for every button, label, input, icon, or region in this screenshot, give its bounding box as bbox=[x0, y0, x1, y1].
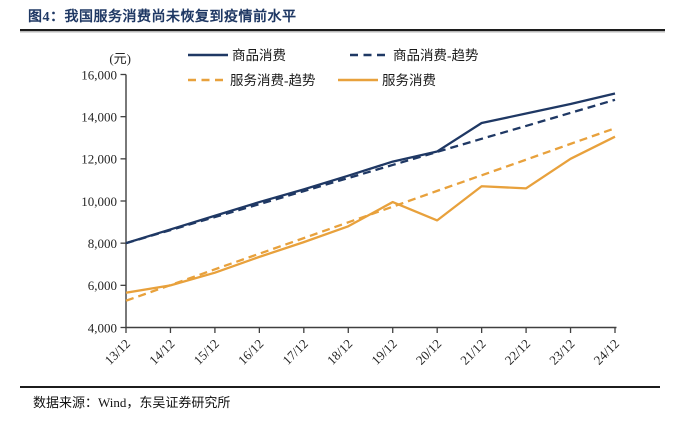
legend-label-goods: 商品消费 bbox=[232, 48, 286, 63]
y-tick-label: 12,000 bbox=[81, 152, 117, 167]
y-tick-label: 14,000 bbox=[81, 109, 117, 124]
y-axis-unit-label: (元) bbox=[109, 51, 131, 66]
y-tick-label: 6,000 bbox=[88, 278, 117, 293]
axes bbox=[125, 74, 617, 329]
goods_trend-line bbox=[125, 98, 616, 245]
x-tick-label: 16/12 bbox=[235, 336, 267, 368]
x-tick-label: 13/12 bbox=[102, 336, 134, 368]
figure-title: 图4：我国服务消费尚未恢复到疫情前水平 bbox=[28, 10, 297, 25]
data-source: 数据来源：Wind，东吴证券研究所 bbox=[33, 395, 231, 410]
title-divider bbox=[20, 29, 665, 31]
y-tick-label: 16,000 bbox=[81, 67, 117, 82]
goods-line bbox=[125, 92, 616, 245]
legend-label-services_trend: 服务消费-趋势 bbox=[230, 73, 316, 88]
x-tick-label: 18/12 bbox=[324, 336, 356, 368]
x-tick-label: 22/12 bbox=[502, 336, 534, 368]
x-tick-label: 23/12 bbox=[546, 336, 578, 368]
y-tick-label: 8,000 bbox=[88, 236, 117, 251]
services-line bbox=[125, 135, 616, 294]
x-tick-label: 20/12 bbox=[413, 336, 445, 368]
x-tick-label: 14/12 bbox=[146, 336, 178, 368]
x-tick-label: 24/12 bbox=[591, 336, 623, 368]
legend-label-goods_trend: 商品消费-趋势 bbox=[393, 48, 479, 63]
x-tick-label: 17/12 bbox=[279, 336, 311, 368]
y-tick-label: 10,000 bbox=[81, 194, 117, 209]
footer-divider bbox=[20, 386, 660, 388]
legend-label-services: 服务消费 bbox=[382, 73, 436, 88]
x-tick-label: 21/12 bbox=[457, 336, 489, 368]
x-tick-label: 19/12 bbox=[368, 336, 400, 368]
y-tick-label: 4,000 bbox=[88, 320, 117, 335]
x-tick-label: 15/12 bbox=[190, 336, 222, 368]
services_trend-line bbox=[125, 127, 616, 302]
